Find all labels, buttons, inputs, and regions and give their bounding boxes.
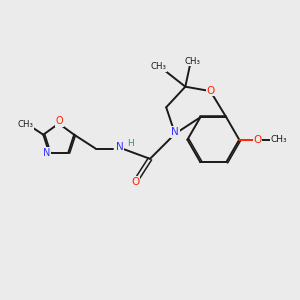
Text: CH₃: CH₃: [271, 135, 287, 144]
Text: CH₃: CH₃: [150, 62, 166, 71]
Text: H: H: [127, 139, 134, 148]
Text: CH₃: CH₃: [185, 57, 201, 66]
Text: N: N: [171, 127, 179, 137]
Text: O: O: [253, 135, 262, 145]
Text: O: O: [131, 177, 140, 187]
Text: O: O: [56, 116, 63, 126]
Text: CH₃: CH₃: [18, 121, 34, 130]
Text: N: N: [43, 148, 50, 158]
Text: O: O: [207, 85, 215, 95]
Text: N: N: [116, 142, 124, 152]
